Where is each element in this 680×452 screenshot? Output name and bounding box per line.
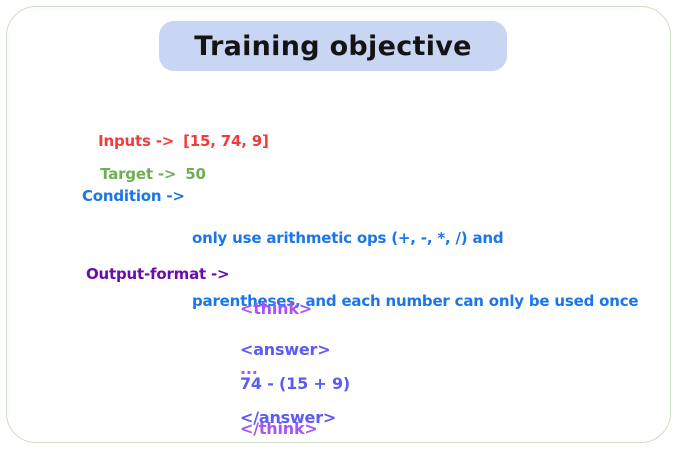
inputs-row: Inputs -> [15, 74, 9]	[78, 114, 269, 168]
condition-line2: parentheses, and each number can only be…	[192, 292, 639, 310]
think-open-tag: <think>	[240, 299, 312, 318]
think-tag-block: <think> ... </think>	[240, 259, 318, 452]
target-label: Target ->	[100, 165, 177, 183]
think-ellipsis: ...	[240, 359, 258, 378]
answer-close-tag: </answer>	[240, 408, 337, 427]
inputs-label: Inputs ->	[98, 132, 175, 150]
answer-open-tag: <answer>	[240, 340, 331, 359]
slide-border	[6, 6, 671, 443]
condition-text: only use arithmetic ops (+, -, *, /) and…	[192, 186, 639, 354]
condition-line1: only use arithmetic ops (+, -, *, /) and	[192, 229, 504, 247]
answer-expression: 74 - (15 + 9)	[240, 374, 351, 393]
think-close-tag: </think>	[240, 419, 318, 438]
target-row: Target -> 50	[80, 147, 206, 201]
output-format-label: Output-format ->	[86, 265, 230, 283]
inputs-value: [15, 74, 9]	[183, 132, 269, 150]
target-value: 50	[185, 165, 206, 183]
page-title: Training objective	[194, 30, 472, 62]
condition-label: Condition ->	[82, 187, 185, 205]
title-box: Training objective	[159, 21, 507, 71]
